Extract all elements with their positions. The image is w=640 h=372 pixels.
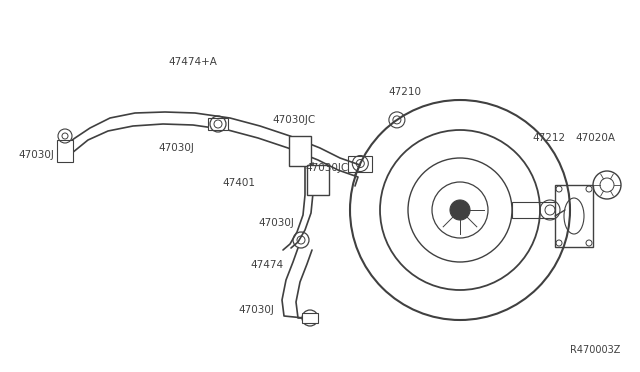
Text: R470003Z: R470003Z (570, 345, 620, 355)
Text: 47212: 47212 (532, 133, 565, 143)
Text: 47030J: 47030J (258, 218, 294, 228)
Text: 47020A: 47020A (575, 133, 615, 143)
Text: 47030J: 47030J (158, 143, 194, 153)
Text: 47030JC: 47030JC (305, 163, 348, 173)
FancyBboxPatch shape (302, 313, 318, 323)
Text: 47030J: 47030J (18, 150, 54, 160)
FancyBboxPatch shape (208, 118, 228, 130)
FancyBboxPatch shape (555, 185, 593, 247)
Text: 47210: 47210 (388, 87, 421, 97)
Text: 47030JC: 47030JC (272, 115, 316, 125)
FancyBboxPatch shape (289, 136, 311, 166)
Text: 47474+A: 47474+A (168, 57, 217, 67)
Text: 47030J: 47030J (238, 305, 274, 315)
FancyBboxPatch shape (512, 202, 565, 218)
Text: 47401: 47401 (222, 178, 255, 188)
FancyBboxPatch shape (57, 140, 73, 162)
Text: 47474: 47474 (250, 260, 283, 270)
Circle shape (450, 200, 470, 220)
FancyBboxPatch shape (348, 155, 372, 171)
FancyBboxPatch shape (307, 165, 329, 195)
